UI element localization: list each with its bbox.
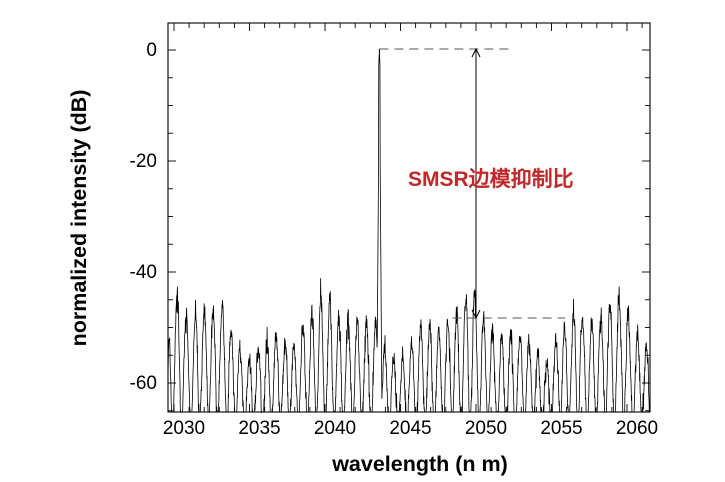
svg-text:0: 0 (146, 40, 157, 61)
svg-text:2030: 2030 (163, 418, 205, 439)
svg-text:2060: 2060 (616, 418, 658, 439)
svg-text:-60: -60 (130, 373, 157, 394)
svg-text:wavelength (n m): wavelength (n m) (331, 452, 508, 476)
svg-text:2045: 2045 (389, 418, 431, 439)
svg-text:SMSR​边模抑制比: SMSR​边模抑制比 (408, 167, 574, 191)
svg-text:normalized intensity (dB): normalized intensity (dB) (67, 90, 91, 347)
svg-text:2055: 2055 (540, 418, 582, 439)
svg-text:2040: 2040 (314, 418, 356, 439)
svg-text:2035: 2035 (238, 418, 280, 439)
svg-text:2050: 2050 (465, 418, 507, 439)
svg-text:-20: -20 (130, 151, 157, 172)
svg-text:-40: -40 (130, 262, 157, 283)
